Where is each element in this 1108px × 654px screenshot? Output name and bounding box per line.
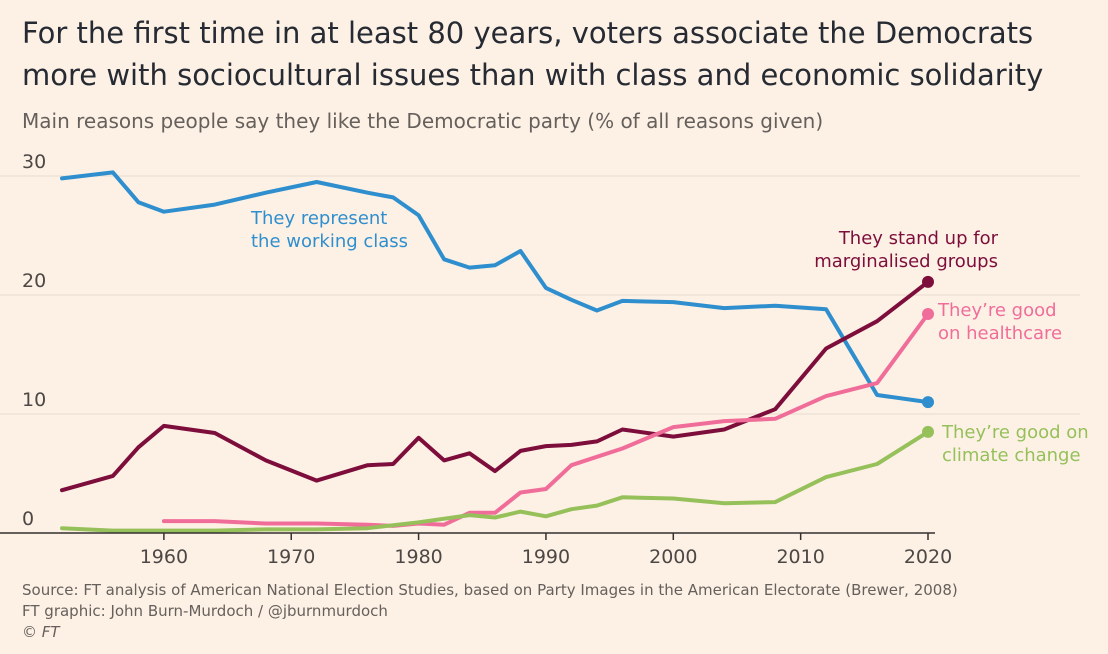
- series-label-3: They’re good on climate change: [941, 422, 1089, 466]
- x-axis: 1960 1970 1980 1990 2000 2010 2020: [0, 532, 952, 568]
- series-line-0: [60, 170, 930, 405]
- series-end-marker-0: [922, 396, 934, 409]
- series-label-1-line-0: They stand up for: [838, 228, 999, 249]
- series-end-marker-1: [922, 275, 934, 288]
- x-tick-label-1960: 1960: [140, 546, 188, 568]
- series-label-1-line-1: marginalised groups: [814, 251, 998, 272]
- series-label-2-line-1: on healthcare: [938, 323, 1062, 344]
- series-label-0-line-0: They represent: [250, 208, 387, 229]
- credit-note: FT graphic: John Burn-Murdoch / @jburnmu…: [22, 602, 388, 620]
- series-label-3-line-1: climate change: [942, 445, 1081, 466]
- x-tick-label-2020: 2020: [904, 546, 952, 568]
- x-tick-label-2000: 2000: [649, 546, 697, 568]
- series-line-1: [60, 279, 930, 493]
- series-line-2: [161, 312, 930, 528]
- line-chart: 0 10 20 30 1960 1970 1980 1990 2000 2010 2020 The…: [0, 151, 1089, 568]
- series-label-0-line-1: the working class: [251, 231, 408, 252]
- series-labels: They represent the working class They stan…: [250, 208, 1089, 466]
- copyright-note: © FT: [22, 623, 60, 641]
- x-tick-label-1990: 1990: [522, 546, 570, 568]
- x-tick-label-1980: 1980: [394, 546, 442, 568]
- series-end-marker-2: [922, 308, 934, 321]
- series-line-3: [60, 429, 930, 533]
- y-tick-label-10: 10: [22, 389, 46, 411]
- series-end-marker-3: [922, 425, 934, 438]
- x-tick-label-1970: 1970: [267, 546, 315, 568]
- source-note: Source: FT analysis of American National…: [22, 581, 958, 599]
- y-tick-label-30: 30: [22, 151, 46, 173]
- series-lines: [60, 170, 934, 533]
- x-tick-label-2010: 2010: [776, 546, 824, 568]
- series-label-2: They’re good on healthcare: [937, 300, 1062, 344]
- y-tick-label-0: 0: [22, 508, 34, 530]
- chart-footer: Source: FT analysis of American National…: [22, 580, 958, 643]
- series-label-1: They stand up for marginalised groups: [814, 228, 998, 272]
- series-label-3-line-0: They’re good on: [941, 422, 1089, 443]
- grid-lines: 0 10 20 30: [0, 151, 1080, 530]
- series-label-0: They represent the working class: [250, 208, 408, 252]
- series-label-2-line-0: They’re good: [937, 300, 1057, 321]
- chart-title: For the first time in at least 80 years,…: [22, 16, 1044, 92]
- chart-subtitle: Main reasons people say they like the De…: [22, 109, 824, 133]
- y-tick-label-20: 20: [22, 270, 46, 292]
